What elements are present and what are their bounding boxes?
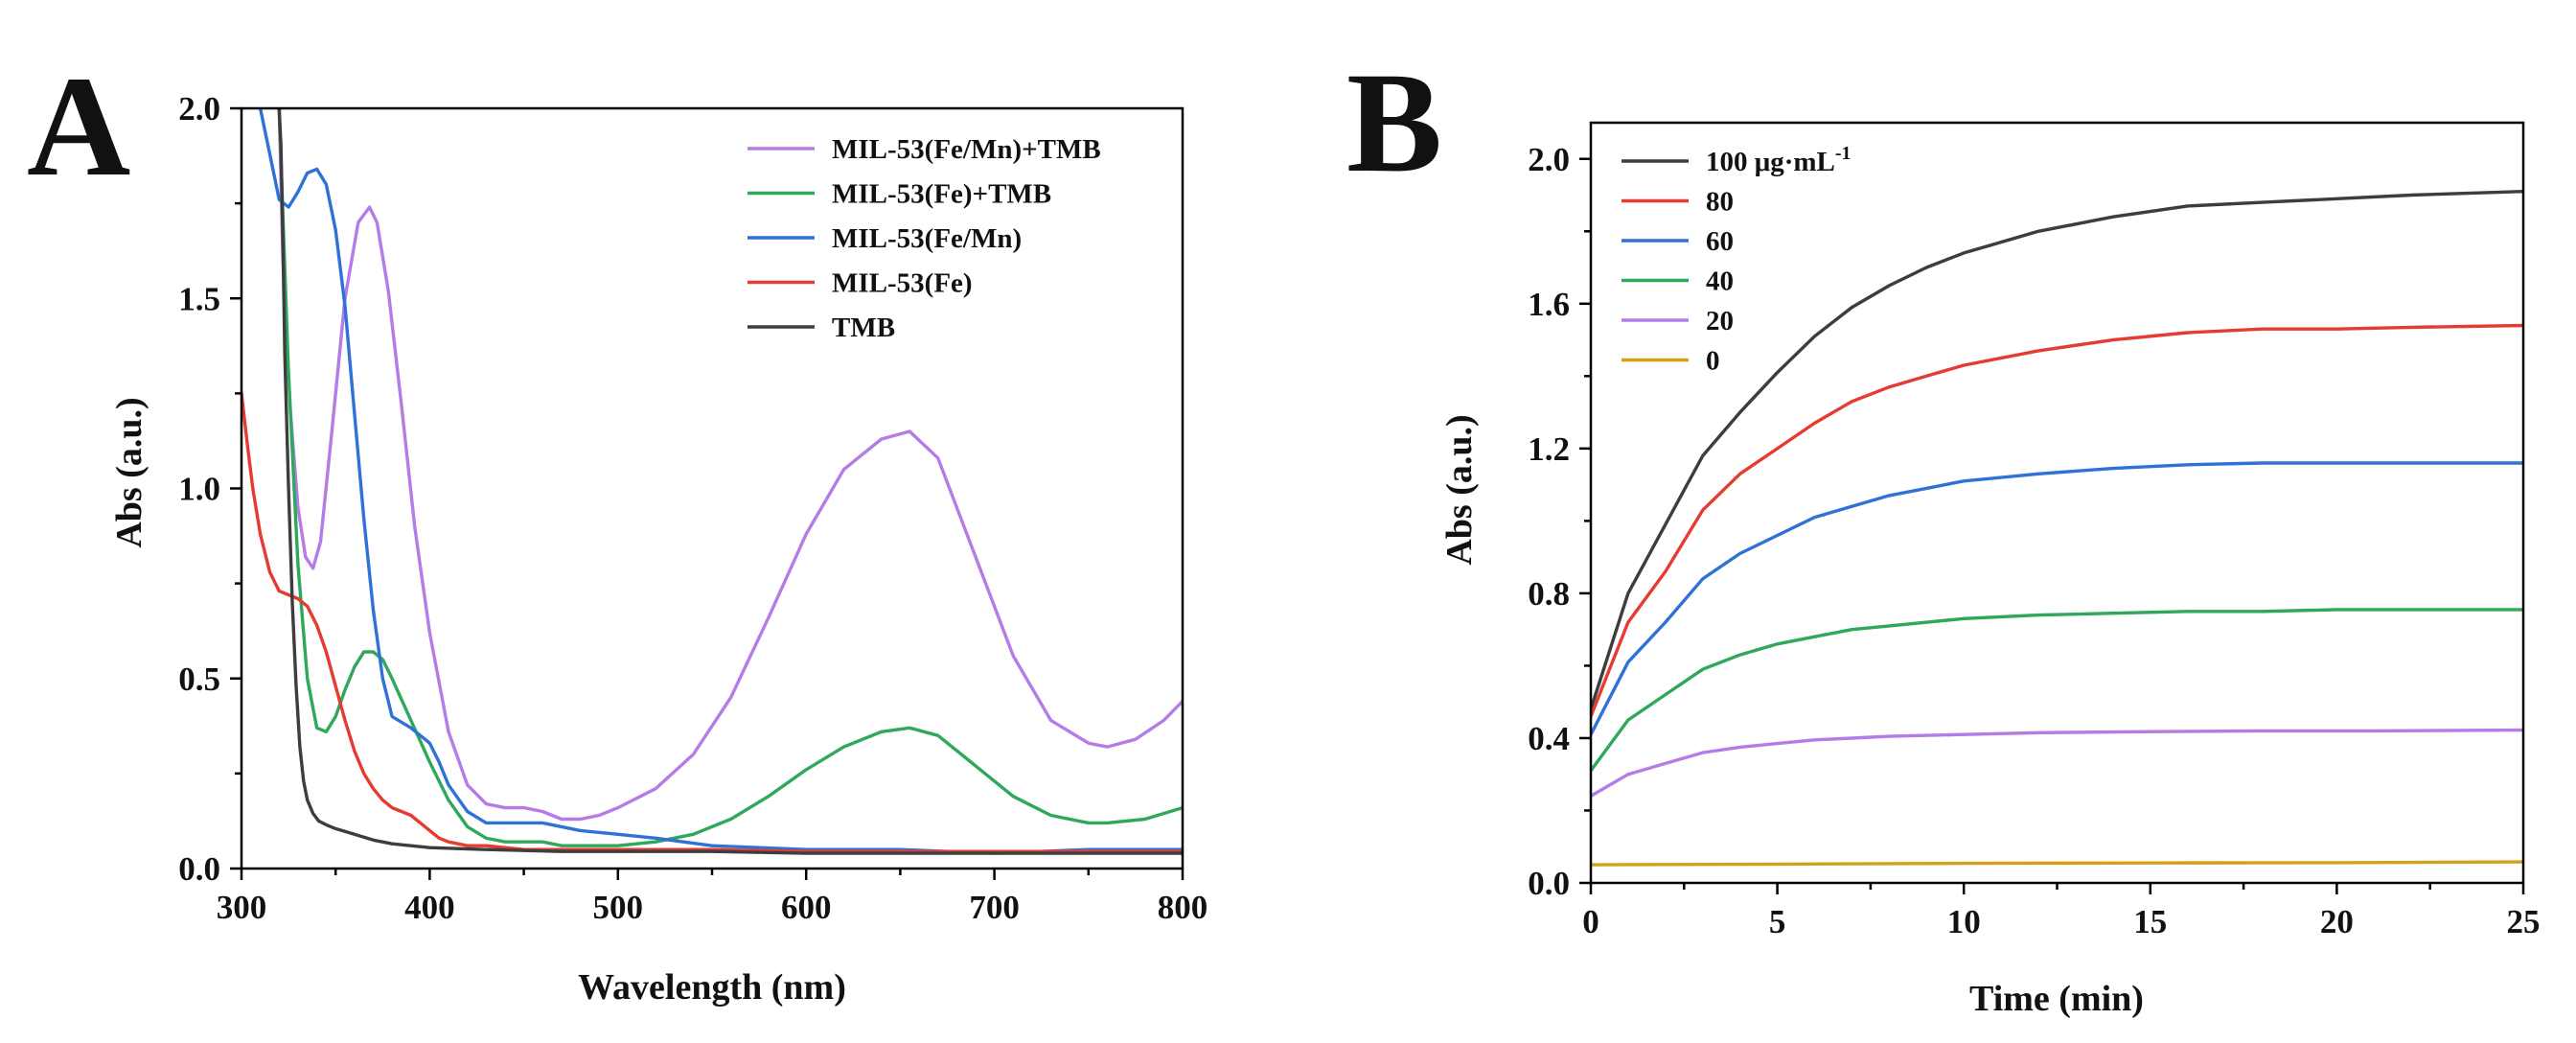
- panel-b-x-tick-label: 0: [1582, 903, 1599, 940]
- panel-a-y-axis-title: Abs (a.u.): [109, 397, 150, 547]
- panel-b-y-axis-title: Abs (a.u.): [1439, 414, 1480, 565]
- panel-b-y-tick-label: 1.6: [1528, 286, 1570, 323]
- panel-b-legend-label: 40: [1706, 267, 1734, 297]
- panel-a-x-tick-label: 600: [781, 889, 832, 926]
- panel-a: A Abs (a.u.) Wavelength (nm) 300 400 500 60…: [27, 47, 1208, 1008]
- panel-a-x-tick-label: 300: [217, 889, 267, 926]
- panel-a-series-line-0: [277, 108, 1183, 822]
- panel-a-series-line-2: [258, 108, 1183, 855]
- panel-a-series-line-4: [277, 108, 1183, 855]
- panel-b-x-tick-label: 25: [2507, 903, 2541, 940]
- panel-b: B Abs (a.u.) Time (min) 0 5 10 15 20 25 0.0 0.4…: [1346, 43, 2541, 1019]
- panel-a-letter: A: [27, 47, 130, 206]
- panel-b-legend: 100 μg·mL-1 80 60 40 20 0: [1622, 143, 1852, 377]
- panel-a-y-tick-label: 0.0: [178, 850, 220, 888]
- panel-a-plot-frame: [240, 106, 1184, 870]
- panel-b-legend-label: 100 μg·mL-1: [1706, 143, 1852, 177]
- panel-b-y-tick-label: 1.2: [1528, 430, 1570, 468]
- panel-b-y-tick-label: 2.0: [1528, 141, 1570, 178]
- panel-b-x-tick-label: 10: [1947, 903, 1981, 940]
- panel-b-legend-label: 80: [1706, 187, 1734, 218]
- panel-a-series-layer: [242, 108, 1183, 855]
- panel-b-y-tick-label: 0.8: [1528, 575, 1570, 613]
- panel-a-y-tick-label: 1.0: [178, 471, 220, 508]
- panel-b-series-line-0: [1591, 189, 2523, 711]
- panel-b-ticks: 0 5 10 15 20 25 0.0 0.4 0.8 1.2 1.6 2.0: [1528, 141, 2540, 940]
- panel-a-legend-label: MIL-53(Fe/Mn)+TMB: [832, 134, 1101, 165]
- panel-a-y-tick-label: 0.5: [178, 661, 220, 698]
- panel-b-series-line-5: [1591, 860, 2523, 867]
- panel-a-legend-label: MIL-53(Fe): [832, 268, 973, 299]
- panel-a-y-tick-label: 1.5: [178, 280, 220, 317]
- panel-b-legend-label: 60: [1706, 226, 1734, 257]
- panel-b-x-tick-label: 5: [1769, 903, 1786, 940]
- panel-b-series-line-3: [1591, 608, 2523, 773]
- panel-a-x-tick-label: 500: [593, 889, 644, 926]
- panel-b-y-tick-label: 0.4: [1528, 720, 1570, 757]
- panel-a-ticks: 300 400 500 600 700 800 0.0 0.5 1.0 1.5 2.0: [178, 90, 1208, 926]
- panel-a-legend-label: TMB: [832, 313, 895, 343]
- panel-b-x-tick-label: 15: [2133, 903, 2167, 940]
- panel-b-x-axis-title: Time (min): [1969, 979, 2144, 1019]
- panel-a-x-tick-label: 700: [969, 889, 1020, 926]
- panel-a-legend-label: MIL-53(Fe)+TMB: [832, 179, 1051, 210]
- panel-b-letter: B: [1346, 43, 1442, 202]
- panel-a-x-axis-title: Wavelength (nm): [578, 967, 846, 1008]
- panel-a-legend-label: MIL-53(Fe/Mn): [832, 223, 1022, 254]
- panel-a-y-tick-label: 2.0: [178, 90, 220, 127]
- panel-a-series-line-1: [277, 108, 1183, 847]
- panel-b-series-line-4: [1591, 728, 2523, 799]
- panel-b-legend-label: 0: [1706, 346, 1720, 377]
- panel-b-series-line-2: [1591, 461, 2523, 736]
- panel-b-y-tick-label: 0.0: [1528, 865, 1570, 902]
- panel-a-legend: MIL-53(Fe/Mn)+TMB MIL-53(Fe)+TMB MIL-53(Fe…: [748, 134, 1101, 343]
- panel-b-legend-label: 20: [1706, 306, 1734, 336]
- panel-a-x-tick-label: 800: [1158, 889, 1208, 926]
- panel-b-series-line-1: [1591, 323, 2523, 718]
- panel-b-x-tick-label: 20: [2320, 903, 2354, 940]
- panel-a-series-line-3: [242, 391, 1183, 853]
- panel-a-x-tick-label: 400: [404, 889, 455, 926]
- panel-b-series-layer: [1591, 189, 2523, 867]
